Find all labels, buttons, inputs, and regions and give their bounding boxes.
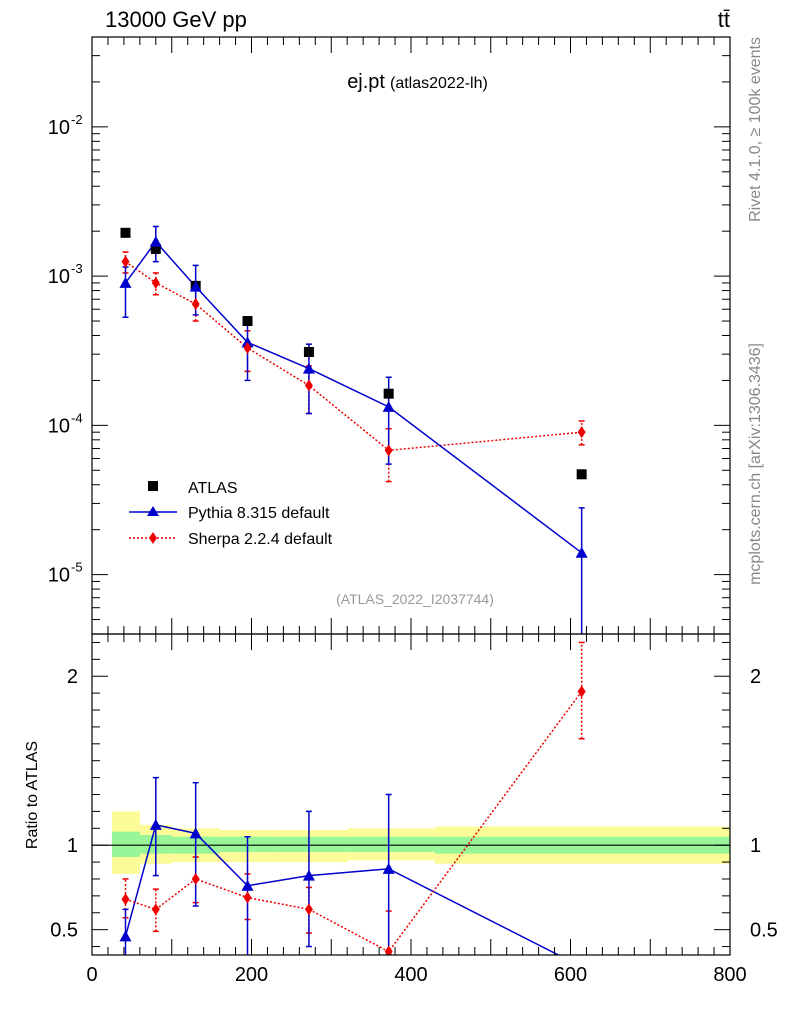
pythia-ratio-point <box>189 827 202 839</box>
ratio-x-tick-label: 800 <box>713 964 746 986</box>
sherpa-ratio-point <box>121 893 130 906</box>
ratio-x-tick-label: 0 <box>86 964 97 986</box>
sherpa-main-point <box>151 276 160 289</box>
pythia-ratio-point <box>149 818 162 830</box>
ratio-x-tick-label: 600 <box>554 964 587 986</box>
mcplots-reference-label: mcplots.cern.ch [arXiv:1306.3436] <box>747 343 764 585</box>
atlas-main-point <box>576 469 587 480</box>
main-y-tick-label: 10 <box>48 415 70 437</box>
ratio-series-group <box>119 641 586 955</box>
atlas-main-point <box>383 388 394 399</box>
legend-atlas-marker <box>148 481 158 491</box>
energy-label: 13000 GeV pp <box>105 7 247 32</box>
legend-sherpa-label: Sherpa 2.2.4 default <box>188 531 333 548</box>
pythia-ratio-point <box>241 879 254 891</box>
ratio-y-tick-label-left: 2 <box>67 666 78 688</box>
pythia-main-point <box>302 362 315 374</box>
ratio-y-tick-label-right: 0.5 <box>750 920 778 942</box>
pythia-main-point <box>382 400 395 412</box>
sherpa-ratio-point <box>243 891 252 904</box>
legend-atlas-label: ATLAS <box>188 480 238 497</box>
legend-pythia-label: Pythia 8.315 default <box>188 505 330 522</box>
main-y-tick-exponent: -2 <box>71 112 83 127</box>
ratio-panel: 0.5 0.5 1 1 2 2 0 200 400 600 800 Ratio to ATLAS <box>24 633 778 986</box>
sherpa-ratio-point <box>577 685 586 698</box>
main-marks <box>119 225 588 634</box>
main-y-tick-exponent: -3 <box>71 261 83 276</box>
ratio-marks <box>92 641 730 955</box>
sherpa-main-point <box>191 298 200 311</box>
pythia-main-point <box>149 235 162 247</box>
sherpa-ratio-point <box>384 945 393 955</box>
pythia-ratio-point <box>119 930 132 942</box>
sherpa-ratio-point <box>191 872 200 885</box>
ratio-x-tick-label: 400 <box>394 964 427 986</box>
legend-pythia-marker <box>147 506 159 516</box>
main-y-tick-label: 10 <box>48 266 70 288</box>
atlas-uncertainty-band-inner <box>111 831 140 858</box>
ratio-y-tick-label-right: 2 <box>750 666 761 688</box>
atlas-uncertainty-band-inner <box>347 836 435 852</box>
legend-sherpa-marker <box>149 532 157 544</box>
pythia-ratio-point <box>302 869 315 881</box>
atlas-uncertainty-band-inner <box>275 836 348 852</box>
ratio-ticks: 0.5 0.5 1 1 2 2 0 200 400 600 800 <box>50 634 778 986</box>
sherpa-ratio-point <box>304 903 313 916</box>
ratio-y-tick-label-left: 0.5 <box>50 920 78 942</box>
sherpa-main-point <box>577 426 586 439</box>
sherpa-main-point <box>384 444 393 457</box>
ratio-y-axis-label: Ratio to ATLAS <box>24 741 41 849</box>
pythia-main-point <box>241 336 254 348</box>
ratio-x-tick-label: 200 <box>235 964 268 986</box>
legend: ATLAS Pythia 8.315 default Sherpa 2.2.4 … <box>129 480 333 548</box>
main-y-tick-label: 10 <box>48 117 70 139</box>
process-label: tt̄ <box>718 7 730 32</box>
sherpa-ratio-point <box>151 903 160 916</box>
main-ticks: 10-210-310-410-5 <box>48 36 731 635</box>
atlas-main-point <box>242 316 253 327</box>
analysis-watermark: (ATLAS_2022_I2037744) <box>336 591 494 607</box>
sherpa-main-point <box>304 379 313 392</box>
ratio-frame <box>91 633 731 956</box>
rivet-version-label: Rivet 4.1.0, ≥ 100k events <box>747 37 764 222</box>
ratio-y-tick-label-right: 1 <box>750 835 761 857</box>
main-panel: 10-210-310-410-5 ej.pt (atlas2022-lh) (A… <box>48 36 731 635</box>
atlas-main-point <box>150 243 161 254</box>
sherpa-main-point <box>121 255 130 268</box>
main-y-tick-label: 10 <box>48 565 70 587</box>
ratio-y-tick-label-left: 1 <box>67 835 78 857</box>
pythia-main-point <box>189 280 202 292</box>
chart-title: ej.pt <box>347 71 385 93</box>
main-y-tick-exponent: -4 <box>71 410 83 425</box>
sherpa-ratio-line <box>125 690 583 953</box>
pythia-ratio-point <box>382 862 395 874</box>
pythia-main-point <box>119 276 132 288</box>
sherpa-main-point <box>243 341 252 354</box>
atlas-main-point <box>120 227 131 238</box>
atlas-main-point <box>303 347 314 358</box>
main-y-tick-exponent: -5 <box>71 560 83 575</box>
pythia-main-point <box>575 546 588 558</box>
chart-subtitle: (atlas2022-lh) <box>390 75 488 92</box>
